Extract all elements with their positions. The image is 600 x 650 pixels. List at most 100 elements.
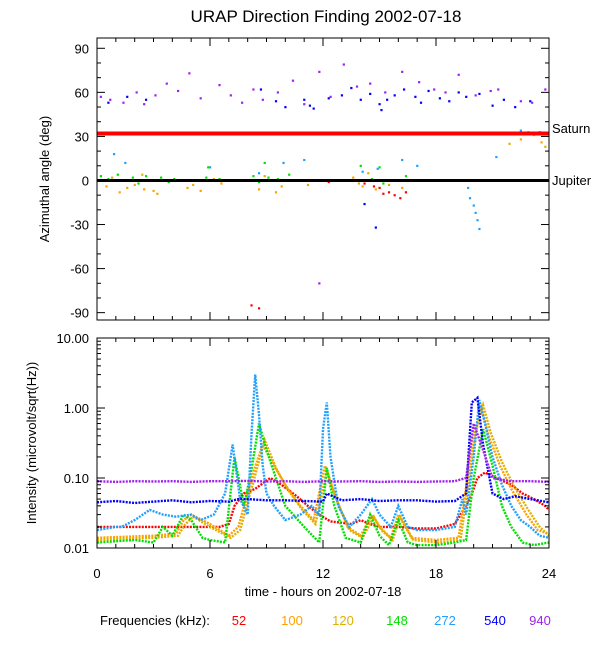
azimuth-point-940-15 <box>276 91 279 94</box>
azimuth-point-272-4 <box>282 161 285 165</box>
azimuth-point-100-4 <box>156 192 159 195</box>
azimuth-point-540-15 <box>393 94 396 97</box>
azimuth-point-148-23 <box>404 175 408 178</box>
intensity-line-540 <box>96 395 550 505</box>
azimuth-point-540-21 <box>448 100 451 103</box>
azimuth-point-940-18 <box>318 70 321 73</box>
legend-item-148: 148 <box>386 613 408 628</box>
azimuth-point-120-2 <box>141 173 144 176</box>
azimuth-point-940-26 <box>433 88 436 91</box>
azimuth-point-120-13 <box>357 182 360 185</box>
azimuth-point-540-12 <box>369 92 372 96</box>
azimuth-point-540-13 <box>378 103 381 106</box>
azimuth-ytick-label: -60 <box>70 262 89 277</box>
azimuth-point-120-0 <box>111 176 114 179</box>
azimuth-point-540-23 <box>465 95 468 98</box>
azimuth-point-540-18 <box>419 101 423 104</box>
azimuth-point-120-6 <box>263 175 266 178</box>
azimuth-ytick-label: 90 <box>75 41 89 56</box>
azimuth-point-940-24 <box>401 70 404 73</box>
azimuth-point-120-8 <box>367 172 370 175</box>
azimuth-point-940-23 <box>384 91 387 94</box>
azimuth-point-100-14 <box>401 186 404 190</box>
azimuth-point-940-31 <box>497 88 500 91</box>
azimuth-ytick-label: -90 <box>70 306 89 321</box>
azimuth-ytick-label: 60 <box>75 85 89 100</box>
azimuth-point-52-1 <box>363 182 366 185</box>
azimuth-point-940-5 <box>154 94 157 97</box>
azimuth-point-940-22 <box>369 82 372 85</box>
azimuth-point-940-17 <box>303 103 306 106</box>
azimuth-point-100-0 <box>105 185 108 188</box>
legend-item-100: 100 <box>281 613 303 628</box>
azimuth-point-940-1 <box>109 98 112 101</box>
azimuth-point-272-17 <box>401 158 404 162</box>
azimuth-point-52-0 <box>327 180 330 184</box>
azimuth-points <box>99 63 547 310</box>
intensity-ytick-label: 0.01 <box>64 541 89 556</box>
azimuth-point-272-5 <box>303 158 306 162</box>
azimuth-panel: 90 60 30 0 -30 -60 -90 Azimuthal angle (deg) S… <box>37 37 592 321</box>
azimuth-point-540-0 <box>107 101 110 104</box>
azimuth-point-272-15 <box>519 129 522 132</box>
azimuth-point-940-32 <box>519 100 522 103</box>
azimuth-point-940-29 <box>474 94 477 97</box>
azimuth-point-940-34 <box>544 88 547 91</box>
azimuth-point-148-27 <box>378 166 381 169</box>
azimuth-point-940-14 <box>261 98 264 101</box>
azimuth-point-272-0 <box>112 153 116 156</box>
azimuth-point-940-4 <box>143 103 146 106</box>
intensity-series <box>96 374 550 548</box>
azimuth-point-52-3 <box>387 191 391 194</box>
azimuth-point-540-3 <box>259 88 263 91</box>
azimuth-point-540-20 <box>438 97 441 100</box>
azimuth-ytick-label: 30 <box>75 129 89 144</box>
azimuth-point-940-2 <box>122 101 125 104</box>
azimuth-point-272-7 <box>376 167 379 170</box>
legend-item-540: 540 <box>484 613 506 628</box>
azimuth-point-540-8 <box>327 97 330 100</box>
intensity-ytick-label: 10.00 <box>56 331 89 346</box>
intensity-line-100 <box>96 403 550 542</box>
x-tick-label: 0 <box>93 566 100 581</box>
azimuth-point-540-19 <box>427 89 430 93</box>
azimuth-ticks: 90 60 30 0 -30 -60 -90 <box>70 38 550 321</box>
azimuth-point-540-32 <box>380 108 383 112</box>
azimuth-point-540-1 <box>126 95 129 98</box>
intensity-ticks: 10.00 1.00 0.10 0.01 0 6 12 18 24 <box>56 331 556 581</box>
azimuth-point-100-5 <box>186 186 189 190</box>
azimuth-point-940-10 <box>218 84 221 87</box>
legend: Frequencies (kHz): 52 100 120 148 272 540 940 <box>100 613 551 628</box>
ref-label-jupiter: Jupiter <box>552 173 592 188</box>
intensity-line-120 <box>96 400 550 544</box>
azimuth-point-940-30 <box>489 89 492 93</box>
azimuth-point-52-7 <box>250 304 253 307</box>
azimuth-point-100-2 <box>133 183 136 187</box>
intensity-line-272 <box>96 374 550 539</box>
legend-label: Frequencies (kHz): <box>100 613 210 628</box>
x-axis-label: time - hours on 2002-07-18 <box>245 584 402 599</box>
azimuth-point-272-10 <box>472 204 475 207</box>
azimuth-point-100-17 <box>540 141 543 144</box>
azimuth-point-148-12 <box>205 176 208 179</box>
azimuth-point-540-17 <box>414 95 417 98</box>
azimuth-point-272-11 <box>474 211 477 214</box>
azimuth-point-540-6 <box>303 98 306 101</box>
azimuth-point-52-2 <box>378 186 381 190</box>
azimuth-point-148-2 <box>116 173 119 176</box>
chart-title: URAP Direction Finding 2002-07-18 <box>191 7 462 26</box>
azimuth-point-120-4 <box>192 183 195 187</box>
azimuth-point-52-9 <box>372 185 376 188</box>
azimuth-point-148-0 <box>99 175 102 178</box>
intensity-ytick-label: 0.10 <box>64 471 89 486</box>
azimuth-point-940-9 <box>199 97 202 100</box>
legend-item-120: 120 <box>332 613 354 628</box>
azimuth-point-148-5 <box>137 182 140 185</box>
azimuth-point-272-1 <box>124 161 127 165</box>
azimuth-point-540-27 <box>514 106 517 109</box>
azimuth-point-100-9 <box>274 191 278 194</box>
azimuth-point-120-3 <box>152 189 155 192</box>
azimuth-point-940-19 <box>329 95 332 98</box>
azimuth-point-272-6 <box>361 170 364 173</box>
azimuth-point-52-6 <box>404 191 408 194</box>
